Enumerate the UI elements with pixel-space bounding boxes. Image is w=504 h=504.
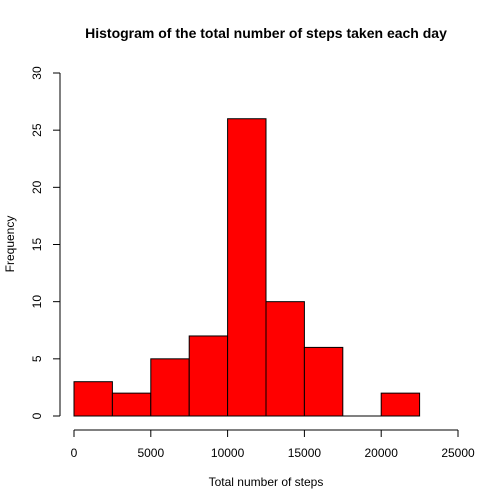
- x-tick-label: 10000: [211, 446, 245, 460]
- histogram-bar: [111, 392, 152, 417]
- histogram-bar: [303, 346, 344, 417]
- chart-title: Histogram of the total number of steps t…: [85, 25, 447, 41]
- bars-group: [73, 118, 421, 417]
- y-axis: 0 5 10 15 20 25 30: [30, 66, 61, 419]
- x-tick-label: 0: [71, 446, 78, 460]
- y-axis-label: Frequency: [3, 216, 17, 273]
- histogram-bar: [265, 301, 305, 417]
- y-tick-label: 5: [30, 355, 44, 362]
- x-tick-label: 5000: [137, 446, 164, 460]
- x-tick-label: 20000: [365, 446, 399, 460]
- y-tick-label: 25: [30, 123, 44, 137]
- y-tick-label: 10: [30, 295, 44, 309]
- histogram-bar: [73, 381, 113, 417]
- y-tick-label: 0: [30, 412, 44, 419]
- x-axis: 0 5000 10000 15000 20000 25000: [71, 429, 475, 460]
- x-tick-label: 15000: [288, 446, 322, 460]
- x-tick-label: 25000: [441, 446, 475, 460]
- y-tick-label: 20: [30, 180, 44, 194]
- histogram-bar: [380, 392, 421, 417]
- y-tick-label: 15: [30, 238, 44, 252]
- histogram-bar: [227, 118, 267, 417]
- y-tick-label: 30: [30, 66, 44, 80]
- x-axis-label: Total number of steps: [209, 475, 324, 489]
- histogram-bar: [188, 335, 229, 417]
- histogram-bar: [150, 358, 190, 417]
